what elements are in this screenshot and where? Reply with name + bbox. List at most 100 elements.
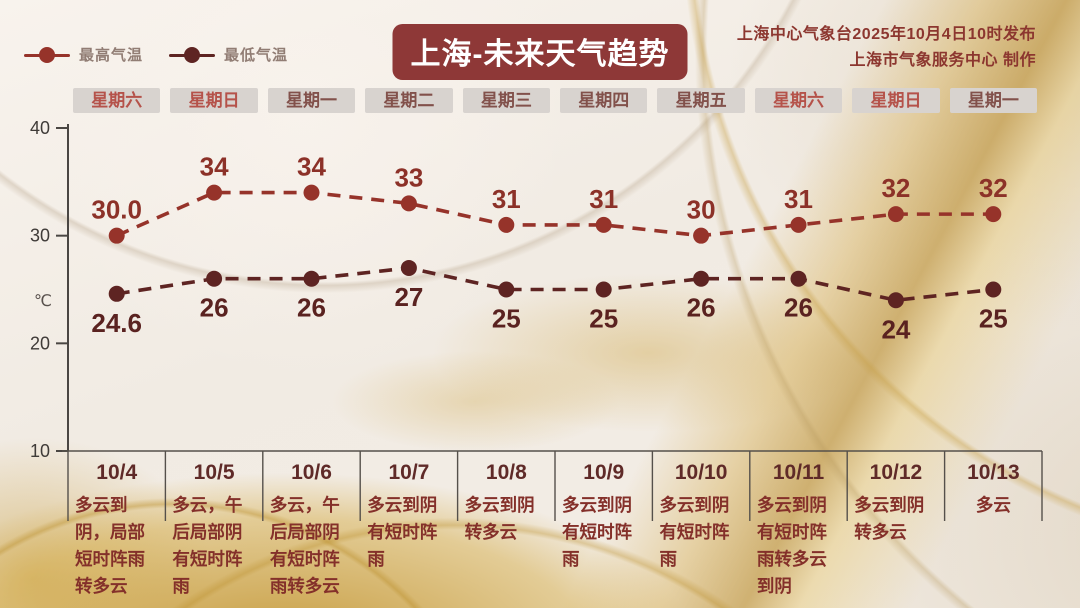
- min-temp-point: [108, 285, 125, 302]
- forecast-date: 10/13: [967, 461, 1020, 484]
- weekday-pill: 星期五: [657, 88, 745, 113]
- weekday-pill: 星期日: [170, 88, 258, 113]
- min-temp-point: [206, 270, 223, 287]
- min-temp-point: [985, 281, 1002, 298]
- weekday-pill: 星期六: [73, 88, 161, 113]
- weekday-pill: 星期三: [462, 88, 551, 113]
- credit-line-1: 上海中心气象台2025年10月4日10时发布: [736, 26, 1036, 43]
- min-temp-point: [498, 281, 515, 298]
- min-temp-value-label: 25: [979, 304, 1008, 334]
- page-title: 上海-未来天气趋势: [392, 24, 688, 80]
- min-temp-point: [400, 259, 417, 276]
- forecast-date: 10/6: [291, 461, 332, 484]
- forecast-description: 多云，午后局部阴有短时阵雨转多云: [269, 495, 340, 597]
- forecast-column: 10/9 多云到阴有短时阵雨: [555, 455, 652, 601]
- max-temp-value-label: 30.0: [91, 195, 142, 225]
- forecast-table: 10/4 多云到阴，局部短时阵雨转多云 10/5 多云，午后局部阴有短时阵雨 10/6 多…: [68, 455, 1042, 601]
- forecast-description: 多云到阴转多云: [464, 495, 535, 543]
- forecast-column: 10/11 多云到阴有短时阵雨转多云到阴: [750, 455, 847, 601]
- weekday-pill: 星期一: [267, 88, 356, 113]
- y-tick-label: 30: [30, 226, 50, 246]
- forecast-description: 多云到阴，局部短时阵雨转多云: [75, 495, 145, 597]
- max-temp-value-label: 32: [979, 173, 1008, 203]
- min-temp-point: [790, 270, 807, 287]
- max-temp-point: [887, 206, 904, 223]
- min-temp-value-label: 26: [687, 293, 716, 323]
- min-temp-value-label: 26: [200, 293, 229, 323]
- max-temp-point: [498, 216, 515, 233]
- weekday-pill: 星期二: [365, 88, 453, 113]
- min-temp-value-label: 25: [589, 304, 618, 334]
- credit-line-2: 上海市气象服务中心 制作: [849, 52, 1036, 69]
- min-temp-value-label: 26: [297, 293, 326, 323]
- legend-label-max: 最高气温: [79, 47, 144, 64]
- forecast-date: 10/5: [193, 461, 235, 484]
- forecast-column: 10/6 多云，午后局部阴有短时阵雨转多云: [263, 455, 360, 601]
- min-temp-value-label: 25: [492, 304, 521, 334]
- min-temp-line-swatch: [169, 46, 216, 63]
- y-tick-label: 40: [30, 118, 50, 138]
- forecast-description: 多云: [975, 495, 1011, 515]
- forecast-column: 10/13 多云: [945, 455, 1042, 601]
- max-temp-line: [115, 190, 994, 238]
- max-temp-point: [303, 184, 320, 201]
- max-temp-value-label: 31: [492, 184, 521, 214]
- forecast-column: 10/12 多云到阴转多云: [847, 455, 944, 601]
- max-temp-point: [790, 216, 807, 233]
- min-temp-point: [303, 270, 320, 287]
- forecast-date: 10/9: [583, 461, 625, 484]
- forecast-description: 多云到阴有短时阵雨: [562, 495, 633, 570]
- weekday-pill: 星期一: [949, 88, 1038, 113]
- min-temp-value-label: 26: [784, 293, 813, 323]
- min-temp-point: [887, 292, 904, 309]
- min-temp-line: [116, 266, 994, 303]
- forecast-date: 10/12: [869, 461, 923, 484]
- max-temp-line-swatch: [24, 46, 70, 63]
- weekday-pill: 星期四: [560, 88, 648, 113]
- forecast-description: 多云到阴有短时阵雨转多云到阴: [756, 495, 827, 597]
- weekday-header-row: 星期六 星期日 星期一 星期二 星期三 星期四 星期五 星期六 星期日 星期一: [68, 88, 1042, 113]
- weekday-pill: 星期日: [852, 88, 940, 113]
- y-tick-label: 10: [30, 441, 50, 461]
- weekday-pill: 星期六: [754, 88, 843, 113]
- max-temp-value-label: 33: [394, 162, 423, 192]
- max-temp-point: [693, 227, 710, 244]
- forecast-date: 10/11: [772, 461, 825, 484]
- legend-item-min: 最低气温: [169, 44, 288, 65]
- max-temp-point: [400, 195, 417, 212]
- forecast-description: 多云到阴有短时阵雨: [659, 495, 730, 570]
- max-temp-value-label: 32: [881, 173, 910, 203]
- legend-item-max: 最高气温: [24, 44, 143, 65]
- max-temp-point: [108, 227, 125, 244]
- max-temp-point: [206, 184, 223, 201]
- min-temp-value-label: 24.6: [91, 308, 142, 338]
- forecast-column: 10/4 多云到阴，局部短时阵雨转多云: [68, 455, 165, 601]
- forecast-description: 多云到阴有短时阵雨: [367, 495, 438, 570]
- forecast-date: 10/4: [96, 461, 138, 484]
- forecast-column: 10/8 多云到阴转多云: [458, 455, 555, 601]
- min-temp-point: [595, 281, 612, 298]
- forecast-column: 10/5 多云，午后局部阴有短时阵雨: [165, 455, 262, 601]
- min-temp-point: [693, 270, 710, 287]
- publisher-credits: 上海中心气象台2025年10月4日10时发布 上海市气象服务中心 制作: [737, 22, 1036, 74]
- min-temp-value-label: 27: [394, 282, 423, 312]
- forecast-date: 10/8: [485, 461, 527, 484]
- forecast-description: 多云到阴转多云: [854, 495, 925, 543]
- min-temp-value-label: 24: [881, 314, 910, 344]
- max-temp-value-label: 34: [200, 152, 229, 182]
- forecast-column: 10/10 多云到阴有短时阵雨: [652, 455, 749, 601]
- max-temp-value-label: 31: [589, 184, 618, 214]
- forecast-description: 多云，午后局部阴有短时阵雨: [172, 495, 243, 597]
- y-axis-unit: ℃: [34, 293, 52, 310]
- forecast-date: 10/10: [674, 461, 728, 484]
- max-temp-value-label: 30: [687, 195, 716, 225]
- max-temp-value-label: 31: [784, 184, 813, 214]
- max-temp-point: [985, 206, 1002, 223]
- forecast-column: 10/7 多云到阴有短时阵雨: [360, 455, 457, 601]
- y-tick-label: 20: [30, 333, 50, 353]
- legend: 最高气温 最低气温: [24, 44, 288, 65]
- forecast-date: 10/7: [388, 461, 430, 484]
- max-temp-value-label: 34: [297, 152, 326, 182]
